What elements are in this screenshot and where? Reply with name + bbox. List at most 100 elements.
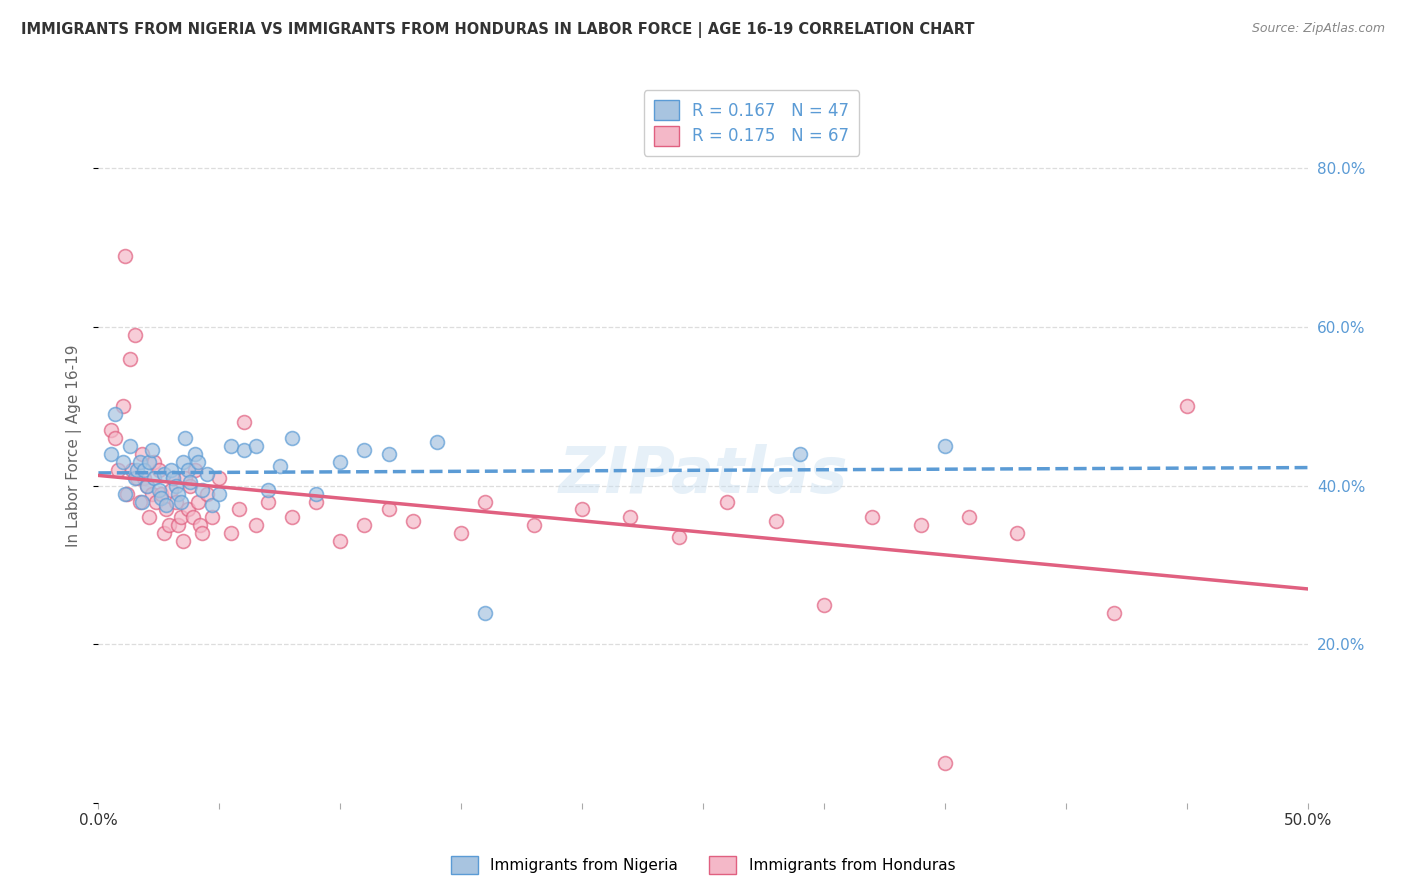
Point (135, 478, 157, 492)
Point (353, 518, 375, 533)
Point (179, 478, 201, 492)
Point (377, 447, 399, 461)
Point (134, 463, 156, 477)
Point (172, 534, 194, 549)
Point (228, 502, 250, 516)
Point (165, 494, 187, 508)
Point (162, 471, 184, 485)
Point (281, 431, 304, 445)
Point (1102, 606, 1125, 620)
Point (187, 494, 209, 508)
Point (104, 431, 127, 445)
Point (118, 351, 141, 366)
Point (127, 463, 149, 477)
Point (910, 518, 932, 533)
Point (208, 486, 231, 500)
Point (169, 494, 191, 508)
Point (191, 526, 214, 541)
Point (111, 400, 134, 414)
Point (104, 407, 127, 421)
Point (221, 526, 243, 541)
Point (934, 439, 956, 453)
Point (169, 510, 191, 524)
Point (143, 471, 166, 485)
Text: ZIPatlas: ZIPatlas (558, 443, 848, 506)
Point (127, 471, 149, 485)
Point (138, 510, 160, 524)
Point (148, 483, 170, 497)
Legend: R = 0.167   N = 47, R = 0.175   N = 67: R = 0.167 N = 47, R = 0.175 N = 67 (644, 90, 859, 155)
Point (177, 502, 200, 516)
Point (135, 478, 157, 492)
Point (100, 423, 122, 437)
Point (305, 494, 328, 508)
Point (138, 455, 160, 469)
Point (201, 510, 224, 524)
Text: Source: ZipAtlas.com: Source: ZipAtlas.com (1251, 22, 1385, 36)
Point (765, 514, 787, 528)
Point (813, 598, 835, 612)
Point (131, 494, 153, 508)
Point (160, 463, 183, 477)
Point (174, 471, 197, 485)
Point (114, 486, 136, 500)
Point (232, 442, 254, 457)
Point (114, 249, 136, 263)
Point (208, 471, 231, 485)
Point (426, 435, 449, 450)
Point (619, 510, 641, 524)
Point (269, 458, 291, 473)
Point (668, 530, 690, 544)
Text: IMMIGRANTS FROM NIGERIA VS IMMIGRANTS FROM HONDURAS IN LABOR FORCE | AGE 16-19 C: IMMIGRANTS FROM NIGERIA VS IMMIGRANTS FR… (21, 22, 974, 38)
Point (100, 447, 122, 461)
Point (124, 471, 146, 485)
Point (184, 447, 207, 461)
Point (155, 499, 177, 513)
Point (150, 491, 173, 505)
Point (131, 447, 153, 461)
Point (121, 463, 143, 477)
Point (221, 439, 243, 453)
Point (195, 486, 218, 500)
Point (377, 502, 399, 516)
Point (450, 526, 472, 541)
Point (128, 455, 150, 469)
Point (145, 494, 167, 508)
Point (789, 447, 811, 461)
Point (1007, 526, 1029, 541)
Point (111, 455, 134, 469)
Point (188, 518, 211, 533)
Point (172, 455, 194, 469)
Point (152, 526, 174, 541)
Point (195, 467, 218, 481)
Point (232, 415, 254, 429)
Point (256, 494, 278, 508)
Point (148, 463, 170, 477)
Point (155, 502, 177, 516)
Point (191, 483, 214, 497)
Point (523, 518, 546, 533)
Point (177, 463, 200, 477)
Point (118, 439, 141, 453)
Point (245, 518, 267, 533)
Point (329, 455, 352, 469)
Point (141, 486, 163, 500)
Point (157, 518, 180, 533)
Point (179, 475, 201, 489)
Point (160, 483, 183, 497)
Point (152, 467, 174, 481)
Point (141, 442, 163, 457)
Point (107, 463, 129, 477)
Point (134, 471, 156, 485)
Point (128, 494, 150, 508)
Point (150, 486, 173, 500)
Point (167, 518, 190, 533)
Point (474, 606, 496, 620)
Point (402, 514, 425, 528)
Point (474, 494, 496, 508)
Point (353, 442, 375, 457)
Point (957, 510, 980, 524)
Point (181, 510, 204, 524)
Point (165, 478, 187, 492)
Point (571, 502, 593, 516)
